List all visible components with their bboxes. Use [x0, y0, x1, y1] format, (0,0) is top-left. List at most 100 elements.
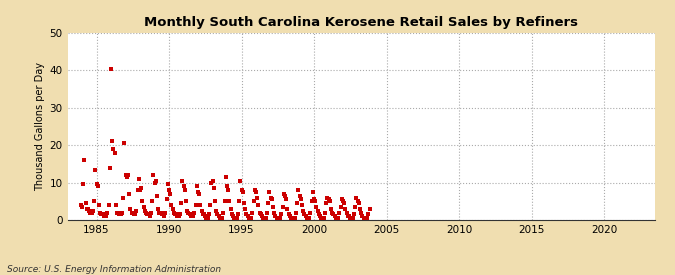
Point [319, 216, 329, 220]
Point [348, 212, 359, 217]
Point [244, 216, 255, 220]
Point [160, 210, 171, 215]
Point [324, 199, 335, 204]
Point [353, 201, 364, 205]
Point [319, 210, 330, 215]
Point [128, 210, 138, 215]
Point [290, 210, 301, 215]
Point [247, 210, 258, 215]
Point [270, 214, 281, 218]
Point [279, 194, 290, 198]
Point [123, 173, 134, 177]
Title: Monthly South Carolina Kerosene Retail Sales by Refiners: Monthly South Carolina Kerosene Retail S… [144, 16, 578, 29]
Point [342, 214, 353, 218]
Point [117, 210, 128, 215]
Point [350, 205, 360, 209]
Point [171, 212, 182, 217]
Point [166, 203, 177, 207]
Point [161, 197, 172, 202]
Point [174, 212, 185, 217]
Point [172, 214, 183, 218]
Point [241, 212, 252, 217]
Point [212, 212, 223, 217]
Point [323, 197, 334, 202]
Point [184, 212, 195, 217]
Point [144, 214, 155, 218]
Point [357, 214, 368, 218]
Point [292, 201, 302, 205]
Point [234, 199, 244, 204]
Point [330, 216, 341, 220]
Y-axis label: Thousand Gallons per Day: Thousand Gallons per Day [35, 62, 45, 191]
Point [218, 210, 229, 215]
Point [173, 214, 184, 218]
Point [253, 203, 264, 207]
Point [128, 212, 139, 217]
Point [90, 167, 101, 172]
Point [328, 212, 339, 217]
Point [140, 208, 151, 213]
Point [347, 216, 358, 220]
Point [364, 207, 375, 211]
Point [238, 201, 249, 205]
Point [79, 158, 90, 162]
Point [177, 178, 188, 183]
Point [113, 210, 124, 215]
Point [99, 214, 109, 218]
Point [308, 197, 319, 202]
Point [122, 175, 132, 179]
Point [148, 173, 159, 177]
Point [263, 201, 273, 205]
Point [272, 216, 283, 220]
Point [226, 212, 237, 217]
Point [304, 216, 315, 220]
Point [188, 214, 198, 218]
Point [82, 207, 93, 211]
Point [153, 207, 163, 211]
Point [246, 216, 256, 220]
Point [271, 216, 282, 220]
Point [249, 188, 260, 192]
Point [236, 188, 247, 192]
Point [207, 178, 218, 183]
Point [165, 192, 176, 196]
Point [293, 188, 304, 192]
Point [316, 216, 327, 220]
Point [126, 210, 137, 215]
Text: Source: U.S. Energy Information Administration: Source: U.S. Energy Information Administ… [7, 265, 221, 274]
Point [96, 212, 107, 217]
Point [131, 208, 142, 213]
Point [315, 214, 325, 218]
Point [261, 216, 271, 220]
Point [232, 216, 242, 220]
Point [114, 212, 125, 217]
Point [209, 186, 219, 190]
Point [97, 212, 108, 217]
Point [140, 210, 151, 215]
Point [325, 207, 336, 211]
Point [167, 207, 178, 211]
Point [264, 190, 275, 194]
Point [298, 208, 308, 213]
Point [94, 203, 105, 207]
Point [224, 199, 235, 204]
Point [80, 201, 91, 205]
Point [354, 207, 365, 211]
Point [194, 192, 205, 196]
Point [186, 214, 196, 218]
Point [290, 216, 300, 220]
Point [183, 210, 194, 215]
Point [335, 205, 346, 209]
Point [277, 205, 288, 209]
Point [301, 216, 312, 220]
Point [359, 216, 370, 220]
Point [159, 214, 169, 218]
Point [91, 182, 102, 187]
Point [215, 216, 226, 220]
Point [196, 208, 207, 213]
Point [336, 197, 347, 202]
Point [259, 216, 270, 220]
Point [111, 203, 122, 207]
Point [163, 182, 173, 187]
Point [331, 216, 342, 220]
